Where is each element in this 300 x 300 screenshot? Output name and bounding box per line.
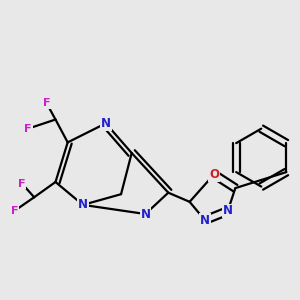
Text: O: O xyxy=(209,168,219,181)
Text: F: F xyxy=(24,124,32,134)
Text: N: N xyxy=(140,208,150,220)
Text: F: F xyxy=(11,206,18,216)
Text: N: N xyxy=(101,117,111,130)
Text: F: F xyxy=(18,178,26,188)
Text: N: N xyxy=(200,214,210,226)
Text: N: N xyxy=(78,198,88,212)
Text: F: F xyxy=(43,98,50,108)
Text: N: N xyxy=(223,205,233,218)
